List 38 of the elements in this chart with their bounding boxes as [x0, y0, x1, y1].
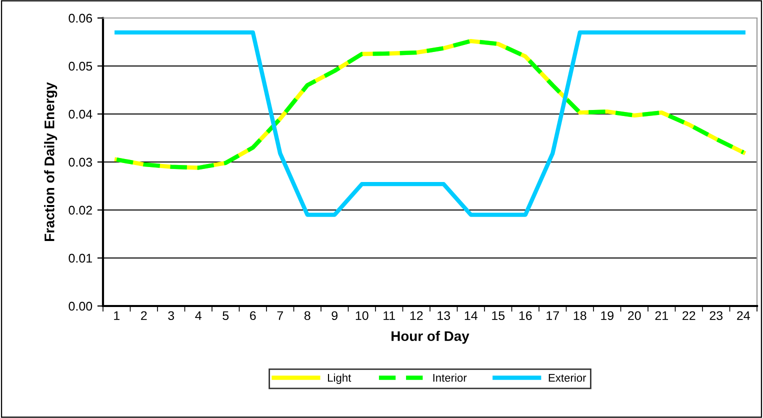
- x-tick-label: 18: [574, 311, 586, 320]
- legend-label: Exterior: [548, 374, 586, 382]
- legend-label: Interior: [433, 374, 467, 382]
- y-tick-label: 0.02: [68, 206, 92, 215]
- x-tick-label: 19: [601, 311, 614, 320]
- x-axis-title: Hour of Day: [392, 330, 470, 344]
- line-series: [114, 30, 746, 217]
- x-tick-label: 4: [195, 311, 202, 320]
- x-tick-label: 3: [168, 311, 174, 320]
- line-series: [114, 38, 746, 170]
- y-axis-title: Fraction of Daily Energy: [44, 82, 58, 241]
- x-tick-label: 9: [332, 311, 338, 320]
- x-tick-label: 24: [737, 311, 750, 320]
- x-tick-label: 12: [410, 311, 423, 320]
- x-tick-label: 13: [438, 311, 450, 320]
- legend-label: Light: [328, 374, 352, 384]
- x-tick-label: 16: [519, 311, 532, 320]
- y-tick-label: 0.01: [68, 254, 92, 263]
- x-tick-label: 15: [492, 311, 505, 320]
- x-tick-label: 22: [682, 311, 696, 320]
- y-tick-label: 0.04: [68, 110, 92, 119]
- x-tick-label: 20: [628, 311, 641, 320]
- x-tick-label: 14: [464, 311, 478, 320]
- y-tick-label: 0.03: [68, 158, 92, 167]
- x-tick-label: 7: [277, 311, 283, 320]
- x-tick-label: 21: [655, 311, 668, 320]
- x-tick-label: 6: [250, 311, 256, 320]
- y-tick-label: 0.06: [68, 14, 92, 23]
- x-tick-label: 5: [222, 311, 229, 320]
- x-tick-label: 1: [114, 311, 120, 320]
- y-tick-label: 0.05: [68, 62, 92, 71]
- x-tick-label: 11: [384, 311, 396, 320]
- x-tick-label: 2: [141, 311, 147, 320]
- x-tick-label: 8: [304, 311, 310, 320]
- x-tick-label: 23: [710, 311, 723, 320]
- x-tick-label: 10: [356, 311, 368, 320]
- x-tick-label: 17: [546, 311, 559, 320]
- y-tick-label: 0.00: [68, 302, 92, 311]
